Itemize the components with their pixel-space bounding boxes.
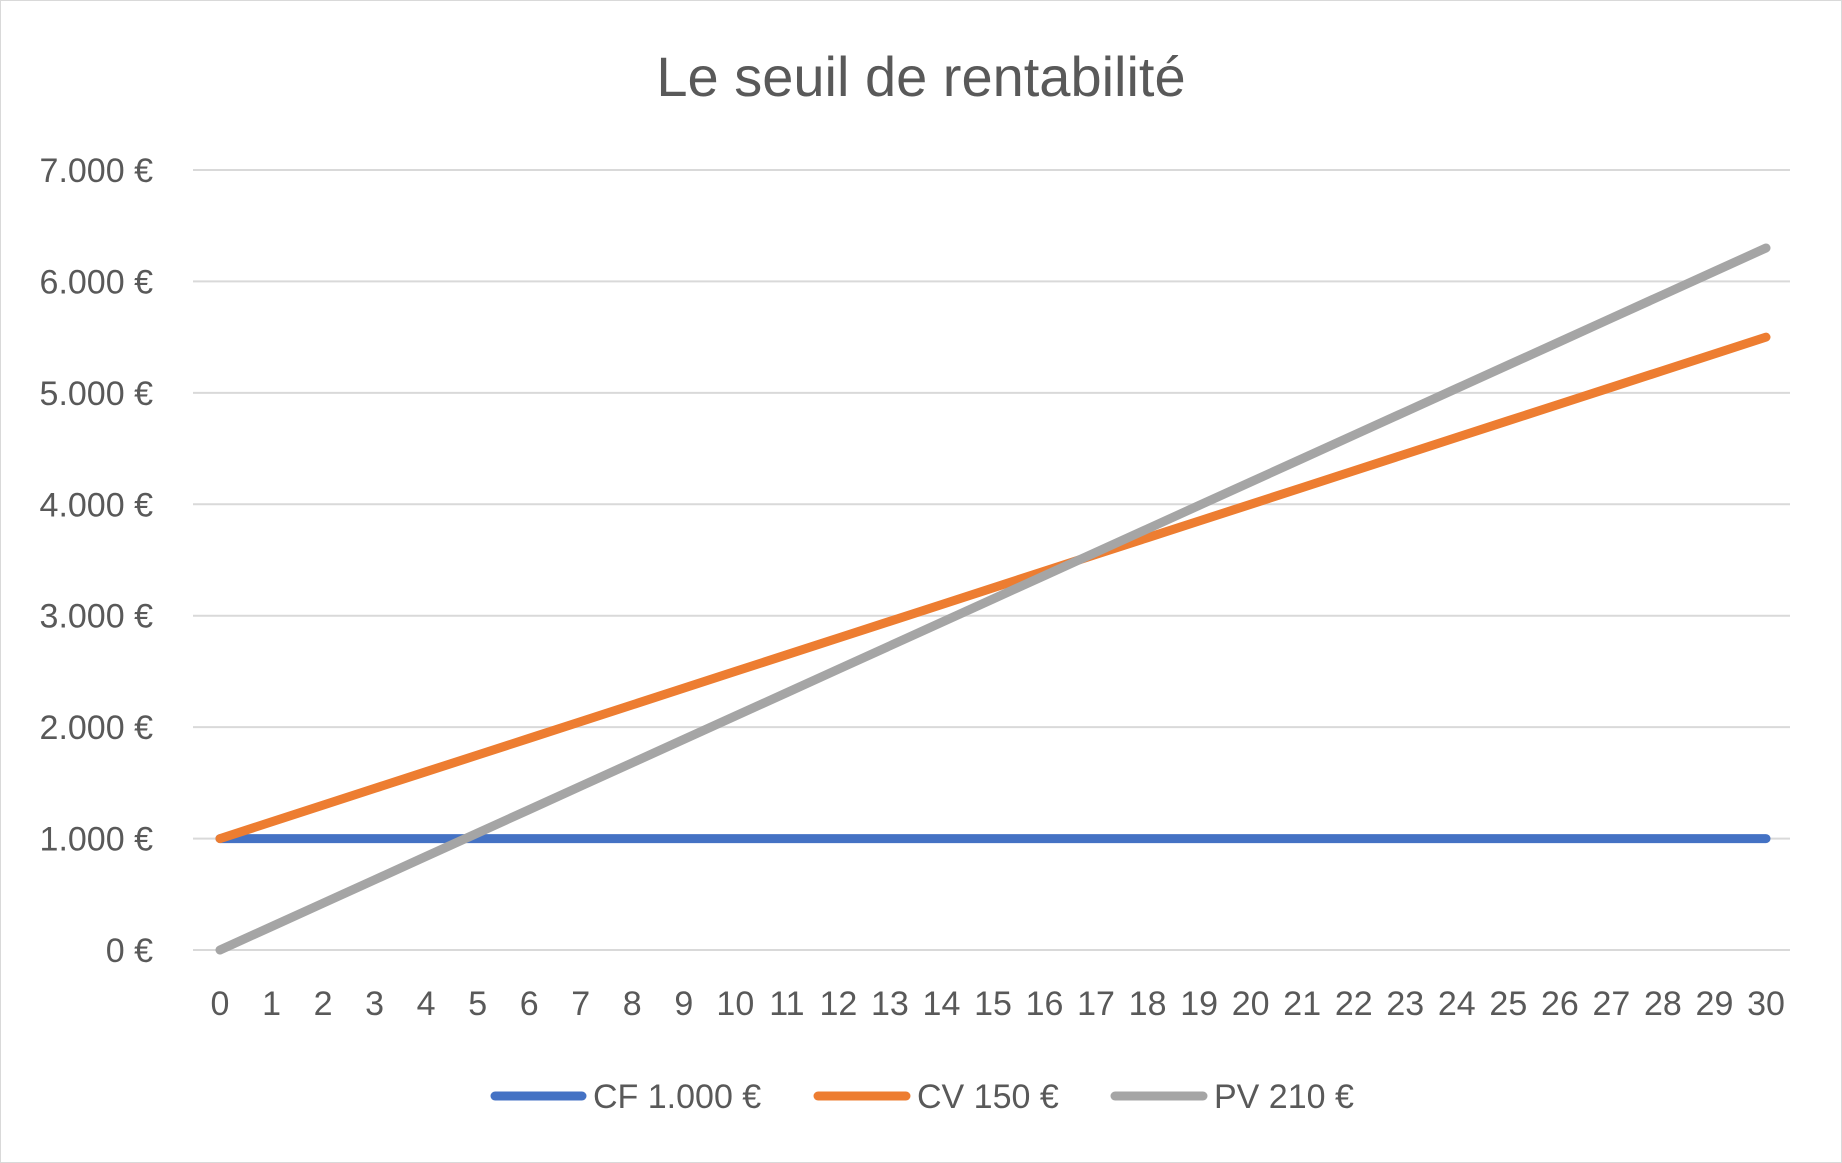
x-tick-label: 18 [1129,985,1167,1023]
x-tick-label: 27 [1592,985,1630,1023]
y-tick-label: 6.000 € [40,263,154,301]
x-tick-label: 20 [1232,985,1270,1023]
y-tick-label: 3.000 € [40,598,154,636]
legend-label: CF 1.000 € [593,1078,761,1116]
x-tick-label: 1 [262,985,281,1023]
x-tick-label: 17 [1077,985,1115,1023]
x-tick-label: 21 [1283,985,1321,1023]
x-tick-label: 30 [1747,985,1785,1023]
x-tick-label: 29 [1696,985,1734,1023]
x-tick-label: 25 [1489,985,1527,1023]
series-line-2 [215,332,1771,844]
x-tick-label: 19 [1180,985,1218,1023]
legend: CF 1.000 € CV 150 € PV 210 € [490,1078,1354,1116]
gridlines [193,169,1790,951]
x-tick-label: 13 [871,985,909,1023]
legend-item: CV 150 € [813,1078,1059,1116]
x-tick-label: 8 [623,985,642,1023]
x-tick-label: 14 [923,985,961,1023]
series-lines [215,243,1771,955]
x-tick-label: 28 [1644,985,1682,1023]
x-tick-label: 6 [520,985,539,1023]
x-tick-label: 0 [211,985,230,1023]
x-tick-label: 12 [819,985,857,1023]
x-tick-label: 5 [468,985,487,1023]
y-tick-label: 1.000 € [40,821,154,859]
x-tick-label: 15 [974,985,1012,1023]
x-tick-label: 3 [365,985,384,1023]
series-line-3 [215,243,1771,955]
x-tick-label: 9 [674,985,693,1023]
x-tick-label: 24 [1438,985,1476,1023]
x-tick-label: 4 [417,985,436,1023]
x-tick-label: 22 [1335,985,1373,1023]
x-tick-label: 10 [716,985,754,1023]
y-tick-label: 2.000 € [40,709,154,747]
y-tick-label: 4.000 € [40,486,154,524]
legend-label: CV 150 € [917,1078,1059,1116]
legend-label: PV 210 € [1214,1078,1354,1116]
x-tick-label: 7 [571,985,590,1023]
y-axis-tick-labels: 0 € 1.000 € 2.000 € 3.000 € 4.000 € 5.000 € 6.… [40,152,154,970]
y-tick-label: 7.000 € [40,152,154,190]
x-axis-tick-labels: 0 1 2 3 4 5 6 7 8 9 10 11 12 13 14 15 16 17 18 19 20 21 22 23 24… [211,985,1785,1023]
y-tick-label: 0 € [106,932,153,970]
x-tick-label: 16 [1026,985,1064,1023]
x-tick-label: 11 [769,985,804,1023]
x-tick-label: 26 [1541,985,1579,1023]
chart-title: Le seuil de rentabilité [656,45,1185,108]
legend-item: CF 1.000 € [490,1078,761,1116]
x-tick-label: 2 [314,985,333,1023]
x-tick-label: 23 [1386,985,1424,1023]
y-tick-label: 5.000 € [40,375,154,413]
legend-item: PV 210 € [1110,1078,1354,1116]
